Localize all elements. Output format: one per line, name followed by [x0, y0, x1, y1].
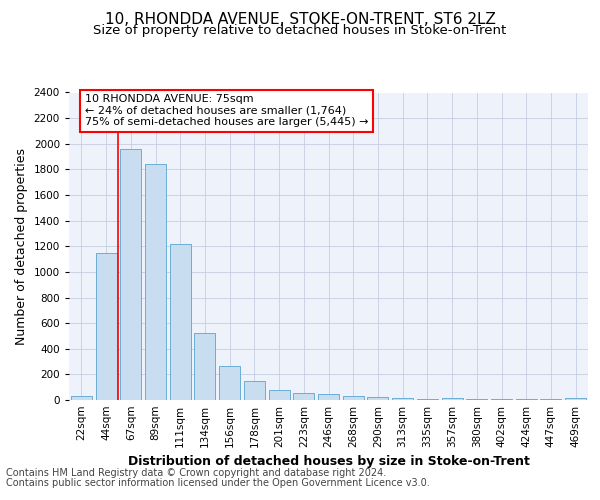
- Bar: [71, 396, 92, 400]
- Bar: [269, 390, 290, 400]
- Bar: [244, 381, 265, 400]
- X-axis label: Distribution of detached houses by size in Stoke-on-Trent: Distribution of detached houses by size …: [128, 456, 529, 468]
- Text: 10 RHONDDA AVENUE: 75sqm
← 24% of detached houses are smaller (1,764)
75% of sem: 10 RHONDDA AVENUE: 75sqm ← 24% of detach…: [85, 94, 368, 127]
- Bar: [145, 164, 166, 400]
- Bar: [95, 252, 116, 400]
- Text: Contains public sector information licensed under the Open Government Licence v3: Contains public sector information licen…: [6, 478, 430, 488]
- Bar: [219, 366, 240, 400]
- Bar: [318, 394, 339, 400]
- Bar: [442, 398, 463, 400]
- Text: Size of property relative to detached houses in Stoke-on-Trent: Size of property relative to detached ho…: [94, 24, 506, 37]
- Bar: [194, 334, 215, 400]
- Bar: [367, 398, 388, 400]
- Bar: [293, 393, 314, 400]
- Text: 10, RHONDDA AVENUE, STOKE-ON-TRENT, ST6 2LZ: 10, RHONDDA AVENUE, STOKE-ON-TRENT, ST6 …: [104, 12, 496, 28]
- Bar: [170, 244, 191, 400]
- Bar: [120, 149, 141, 400]
- Bar: [343, 396, 364, 400]
- Text: Contains HM Land Registry data © Crown copyright and database right 2024.: Contains HM Land Registry data © Crown c…: [6, 468, 386, 477]
- Bar: [392, 398, 413, 400]
- Bar: [565, 398, 586, 400]
- Y-axis label: Number of detached properties: Number of detached properties: [15, 148, 28, 345]
